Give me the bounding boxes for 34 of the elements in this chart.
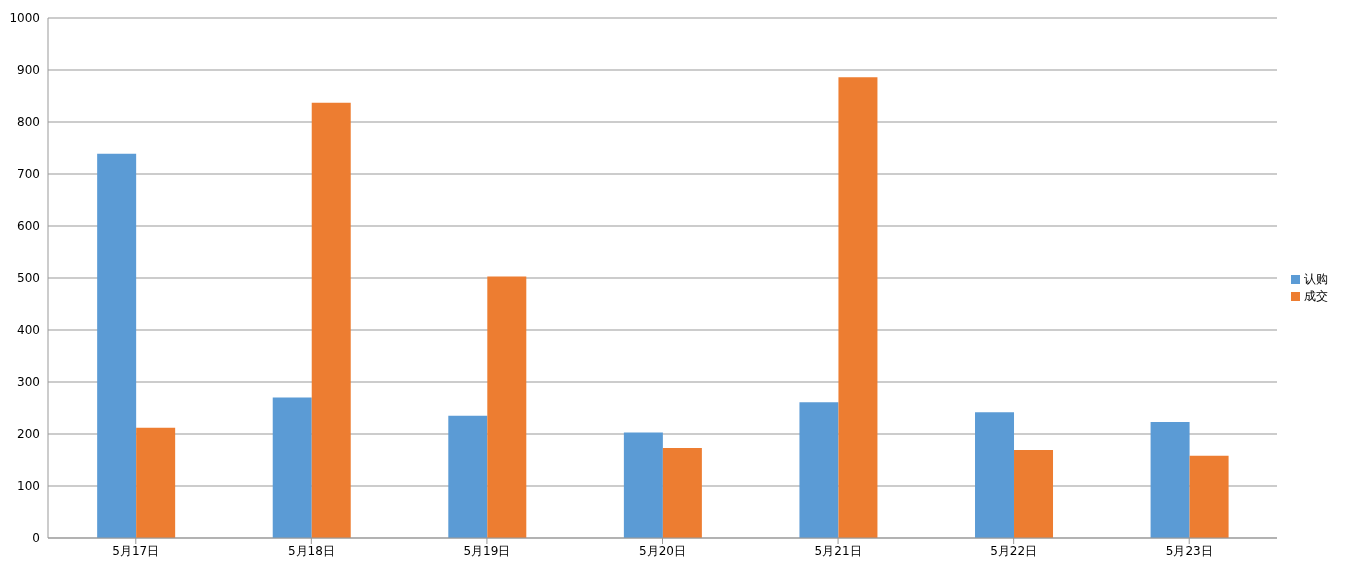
bar: [448, 415, 488, 538]
bar: [487, 276, 527, 538]
bar: [799, 402, 839, 538]
y-tick-label: 700: [17, 167, 40, 182]
legend-label: 认购: [1304, 272, 1328, 286]
y-tick-label: 600: [17, 219, 40, 234]
y-tick-label: 500: [17, 271, 40, 286]
bar: [136, 427, 176, 538]
bar: [662, 448, 702, 538]
y-tick-label: 1000: [9, 11, 40, 26]
x-tick-label: 5月21日: [814, 543, 862, 558]
legend-label: 成交: [1304, 289, 1328, 303]
bar: [1150, 422, 1190, 538]
bar: [1014, 450, 1054, 538]
y-tick-label: 0: [32, 531, 40, 546]
x-tick-label: 5月17日: [112, 543, 160, 558]
y-tick-label: 300: [17, 375, 40, 390]
y-tick-label: 200: [17, 427, 40, 442]
bar: [272, 397, 312, 538]
bar: [838, 77, 878, 538]
y-tick-label: 100: [17, 479, 40, 494]
bar: [975, 412, 1015, 538]
bar: [97, 153, 137, 538]
y-tick-label: 400: [17, 323, 40, 338]
x-tick-label: 5月23日: [1165, 543, 1213, 558]
x-tick-label: 5月22日: [990, 543, 1038, 558]
bar: [311, 102, 351, 538]
bar: [623, 432, 663, 538]
x-tick-label: 5月20日: [639, 543, 686, 558]
y-tick-label: 900: [17, 63, 40, 78]
y-tick-label: 800: [17, 115, 40, 130]
x-tick-label: 5月19日: [463, 543, 511, 558]
x-tick-label: 5月18日: [287, 543, 335, 558]
bar: [1189, 455, 1229, 538]
